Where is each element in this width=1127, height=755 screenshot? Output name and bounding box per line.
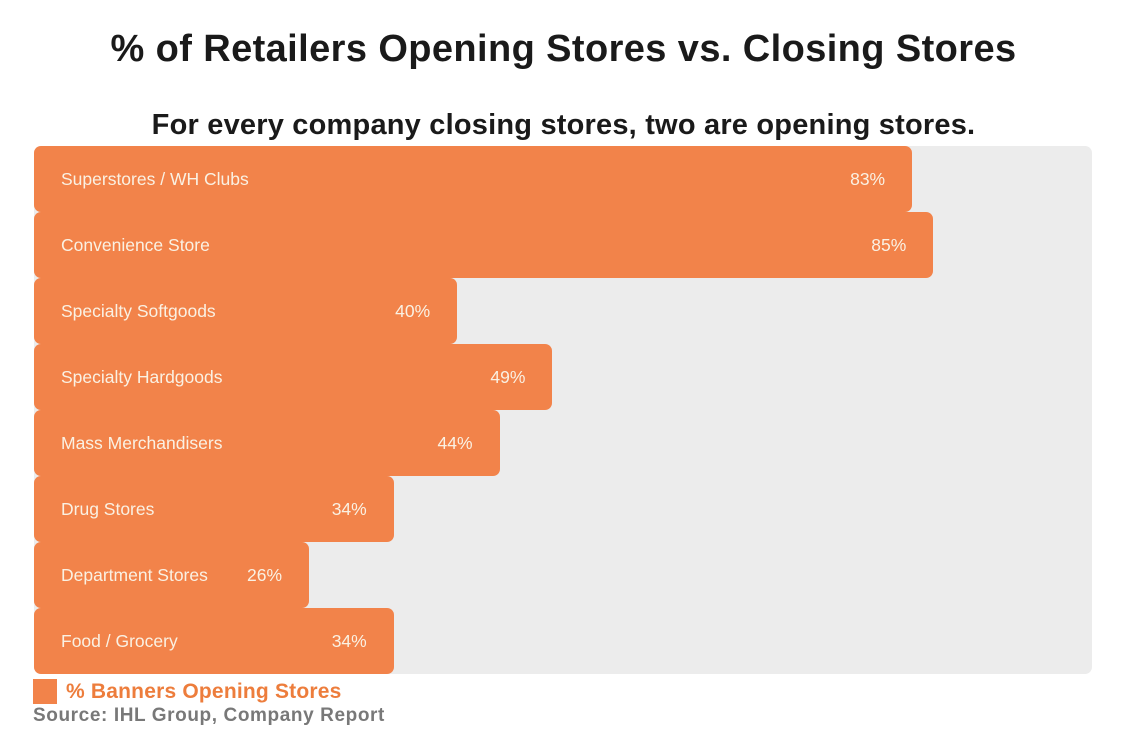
bar-mass-merchandisers: Mass Merchandisers 44% — [34, 410, 500, 476]
bar-row: Convenience Store 85% — [34, 212, 1092, 278]
value-label: 85% — [871, 234, 907, 255]
category-label: Specialty Hardgoods — [61, 366, 223, 387]
legend: % Banners Opening Stores — [33, 679, 342, 704]
bar-food-grocery: Food / Grocery 34% — [34, 608, 394, 674]
bar-specialty-softgoods: Specialty Softgoods 40% — [34, 278, 458, 344]
legend-label: % Banners Opening Stores — [66, 679, 342, 703]
category-label: Superstores / WH Clubs — [61, 168, 249, 189]
category-label: Department Stores — [61, 564, 208, 585]
bar-convenience-store: Convenience Store 85% — [34, 212, 934, 278]
legend-swatch-icon — [33, 679, 57, 704]
bar-chart-plot: Superstores / WH Clubs 83% Convenience Sto… — [34, 146, 1092, 674]
bar-row: Drug Stores 34% — [34, 476, 1092, 542]
bar-row: Specialty Softgoods 40% — [34, 278, 1092, 344]
value-label: 26% — [247, 564, 283, 585]
source-note: Source: IHL Group, Company Report — [33, 705, 385, 726]
bar-row: Specialty Hardgoods 49% — [34, 344, 1092, 410]
value-label: 34% — [331, 498, 367, 519]
chart-title: % of Retailers Opening Stores vs. Closin… — [110, 28, 1017, 70]
category-label: Specialty Softgoods — [61, 300, 216, 321]
bar-specialty-hardgoods: Specialty Hardgoods 49% — [34, 344, 553, 410]
value-label: 44% — [437, 432, 473, 453]
category-label: Food / Grocery — [61, 630, 178, 651]
bar-row: Food / Grocery 34% — [34, 608, 1092, 674]
bar-row: Superstores / WH Clubs 83% — [34, 146, 1092, 212]
bar-department-stores: Department Stores 26% — [34, 542, 310, 608]
category-label: Convenience Store — [61, 234, 210, 255]
bar-drug-stores: Drug Stores 34% — [34, 476, 394, 542]
value-label: 83% — [850, 168, 886, 189]
bar-superstores-wh-clubs: Superstores / WH Clubs 83% — [34, 146, 913, 212]
value-label: 49% — [490, 366, 526, 387]
bar-row: Department Stores 26% — [34, 542, 1092, 608]
value-label: 34% — [331, 630, 367, 651]
chart-subtitle: For every company closing stores, two ar… — [151, 109, 976, 141]
category-label: Mass Merchandisers — [61, 432, 223, 453]
bar-row: Mass Merchandisers 44% — [34, 410, 1092, 476]
value-label: 40% — [395, 300, 431, 321]
category-label: Drug Stores — [61, 498, 155, 519]
